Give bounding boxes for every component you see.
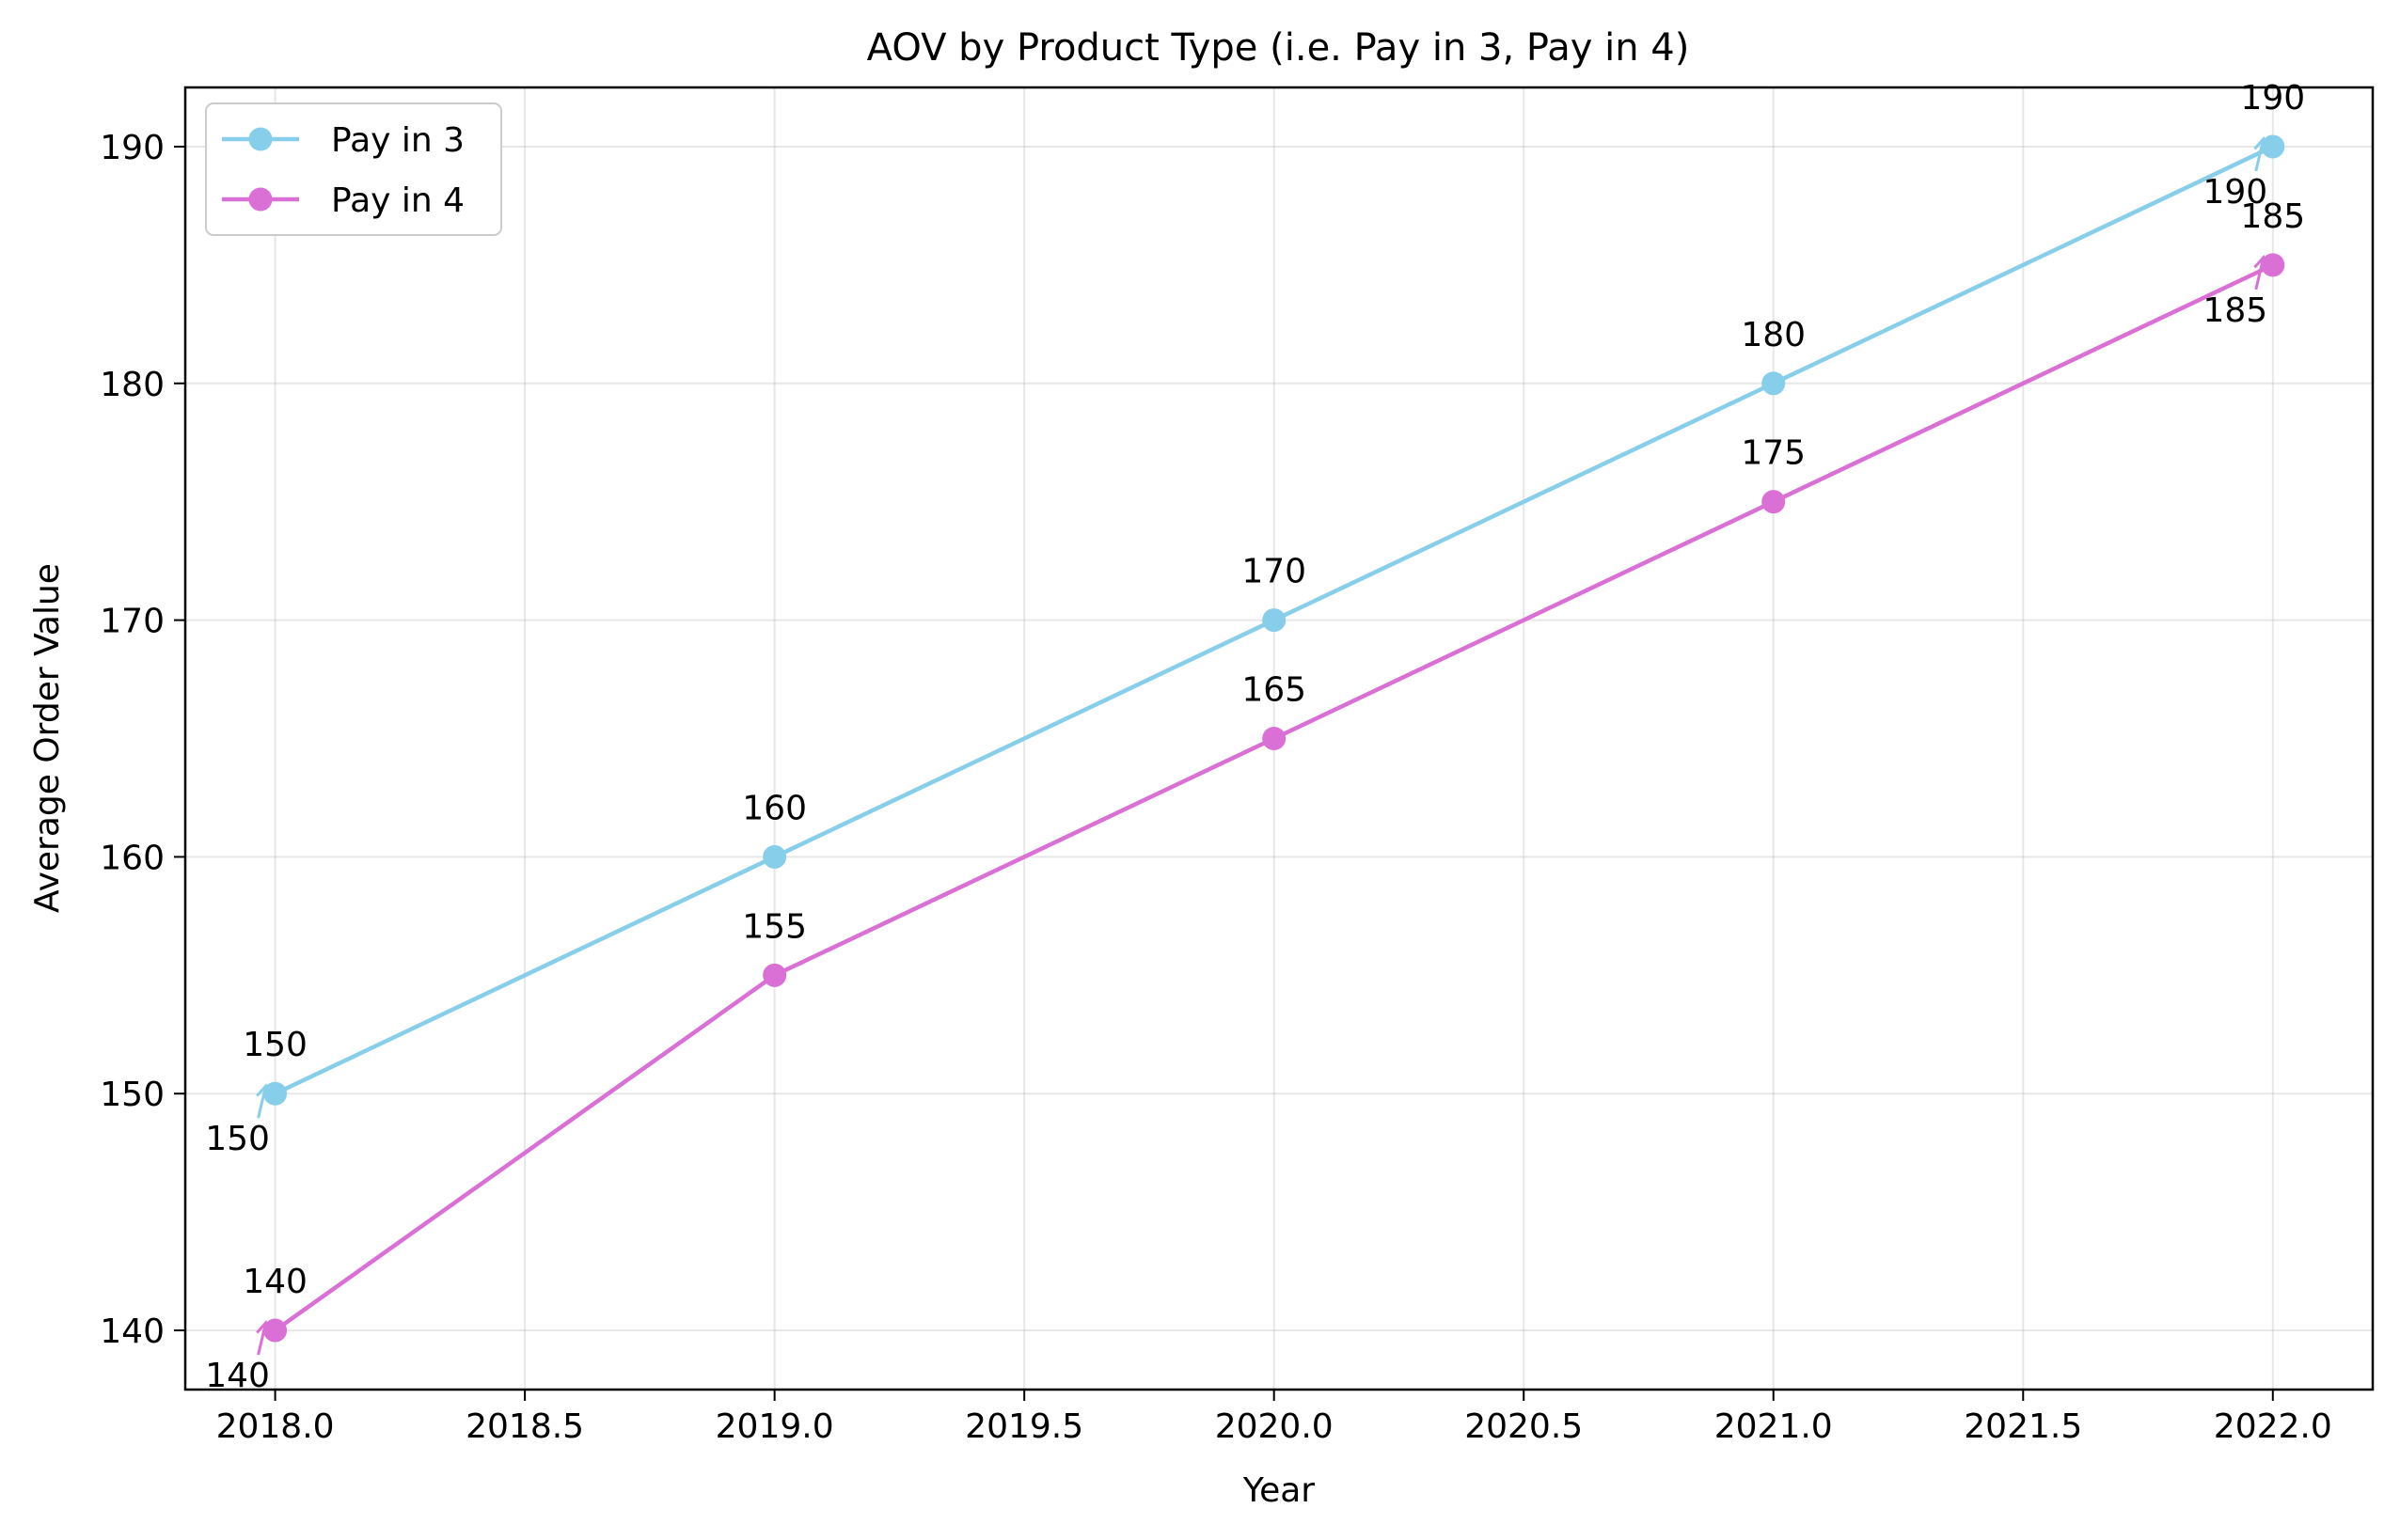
legend-label-1: Pay in 3	[331, 121, 465, 160]
annotation-arrow-head	[2253, 254, 2268, 271]
x-axis-label: Year	[1242, 1471, 1315, 1510]
plot-frame	[183, 86, 2375, 1391]
data-label: 165	[1241, 671, 1306, 710]
data-point	[1262, 608, 1287, 633]
x-tick-label: 2018.5	[466, 1407, 584, 1446]
annotation-arrow-shaft	[2254, 257, 2266, 291]
legend-marker-2	[248, 187, 273, 212]
chart-title: AOV by Product Type (i.e. Pay in 3, Pay …	[867, 26, 1690, 70]
x-tick-label: 2020.5	[1464, 1407, 1583, 1446]
grid	[185, 87, 2373, 1390]
legend-box	[205, 102, 502, 236]
x-tick-label: 2022.0	[2214, 1407, 2332, 1446]
data-label: 140	[243, 1263, 308, 1301]
y-tick-label: 140	[100, 1312, 165, 1351]
annotation-arrow-shaft	[257, 1322, 268, 1356]
x-tick-label: 2020.0	[1215, 1407, 1334, 1446]
legend-label-2: Pay in 4	[331, 181, 465, 220]
data-point	[2261, 253, 2285, 277]
annotation-arrow-shaft	[257, 1085, 268, 1119]
x-tick-label: 2019.0	[716, 1407, 834, 1446]
annotation-arrow-head	[256, 1319, 271, 1336]
data-point	[1262, 727, 1287, 750]
data-point	[263, 1081, 288, 1106]
x-tick-label: 2021.5	[1964, 1407, 2082, 1446]
data-label: 185	[2240, 197, 2305, 236]
data-point	[1761, 490, 1786, 514]
data-label: 190	[2240, 79, 2305, 118]
data-label: 175	[1741, 434, 1806, 473]
y-axis-ticks: 140 150 160 170 180 190	[100, 129, 185, 1351]
series-group	[263, 134, 2285, 1343]
data-labels: 150 160 170 180 190 140 155 165 175 185	[243, 79, 2305, 1301]
y-tick-label: 180	[100, 366, 165, 404]
data-point	[763, 844, 787, 869]
annotation-label: 190	[2203, 173, 2267, 212]
annotation-arrow-head	[2253, 135, 2268, 152]
y-tick-label: 150	[100, 1076, 165, 1114]
data-point	[2261, 134, 2285, 159]
data-point	[1761, 371, 1786, 396]
x-axis-ticks: 2018.0 2018.5 2019.0 2019.5 2020.0 2020.5 2021…	[216, 1390, 2332, 1446]
data-point	[263, 1318, 288, 1343]
x-tick-label: 2021.0	[1714, 1407, 1833, 1446]
y-tick-label: 160	[100, 839, 165, 877]
data-label: 160	[742, 789, 807, 827]
legend-marker-1	[248, 127, 273, 151]
x-tick-label: 2019.5	[965, 1407, 1083, 1446]
y-tick-label: 190	[100, 129, 165, 167]
annotation-arrow-shaft	[2254, 138, 2266, 172]
data-point	[763, 963, 787, 987]
data-label: 150	[243, 1026, 308, 1064]
annotation-label: 185	[2203, 291, 2267, 330]
y-axis-label: Average Order Value	[28, 563, 67, 913]
data-label: 180	[1741, 316, 1806, 354]
data-label: 155	[742, 907, 807, 946]
legend: Pay in 3 Pay in 4	[205, 102, 502, 236]
annotation-label: 150	[205, 1120, 270, 1158]
y-tick-label: 170	[100, 603, 165, 641]
x-tick-label: 2018.0	[216, 1407, 335, 1446]
annotation-arrow-head	[256, 1083, 271, 1100]
data-label: 170	[1241, 553, 1306, 591]
